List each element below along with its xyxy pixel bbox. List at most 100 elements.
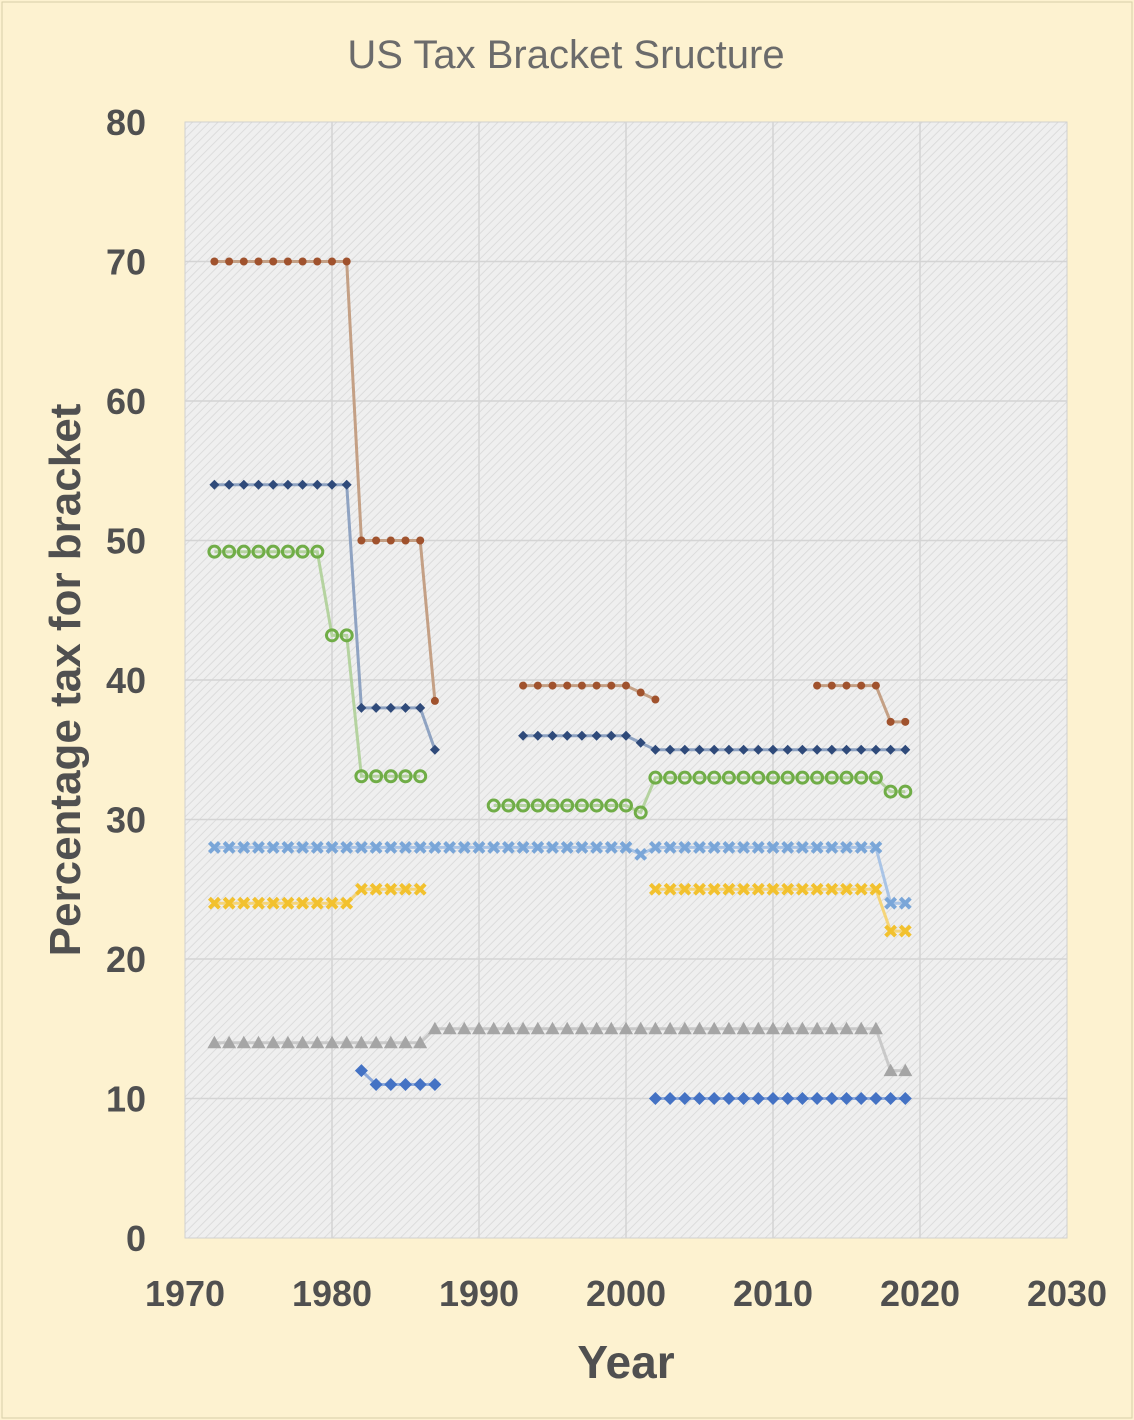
- data-point: [312, 479, 323, 490]
- data-point: [310, 840, 324, 854]
- data-point: [751, 840, 765, 854]
- data-point: [251, 544, 266, 559]
- data-point: [313, 257, 322, 266]
- data-point: [472, 1021, 486, 1035]
- data-point: [560, 798, 575, 813]
- data-point: [310, 544, 325, 559]
- data-point: [354, 1035, 369, 1049]
- data-point: [576, 730, 587, 741]
- data-point: [207, 840, 221, 854]
- data-point: [386, 536, 395, 545]
- data-point: [707, 1092, 721, 1105]
- data-point: [854, 882, 868, 896]
- y-tick-label: 20: [106, 939, 146, 980]
- series-5: [207, 882, 912, 938]
- data-point: [254, 257, 263, 266]
- data-point: [900, 744, 911, 755]
- gridlines: [185, 122, 1067, 1238]
- data-point: [548, 681, 557, 690]
- data-point: [296, 896, 310, 910]
- data-point: [413, 769, 428, 784]
- data-point: [369, 882, 383, 896]
- data-point: [589, 798, 604, 813]
- data-point: [622, 681, 630, 690]
- data-point: [782, 744, 793, 755]
- data-point: [384, 1078, 398, 1092]
- data-point: [592, 681, 601, 690]
- data-point: [369, 840, 383, 854]
- x-tick-label: 1970: [145, 1273, 225, 1314]
- data-point: [295, 1035, 310, 1049]
- data-point: [722, 882, 736, 896]
- data-point: [722, 1092, 736, 1105]
- data-point: [898, 784, 913, 799]
- data-point: [663, 840, 677, 854]
- data-point: [574, 1021, 589, 1035]
- data-point: [398, 769, 413, 784]
- data-point: [677, 770, 692, 785]
- data-point: [781, 1092, 795, 1105]
- data-point: [399, 882, 412, 896]
- data-point: [430, 696, 439, 705]
- data-point: [236, 544, 251, 559]
- data-point: [619, 798, 633, 813]
- data-point: [297, 479, 308, 490]
- data-point: [692, 770, 707, 785]
- data-point: [268, 479, 279, 490]
- data-point: [722, 840, 736, 854]
- y-tick-label: 70: [106, 242, 146, 283]
- data-point: [310, 896, 324, 910]
- data-point: [648, 1021, 663, 1035]
- data-point: [266, 896, 280, 910]
- data-point: [252, 896, 265, 910]
- data-point: [619, 840, 633, 854]
- data-point: [457, 840, 471, 854]
- data-point: [398, 1035, 413, 1049]
- data-point: [253, 479, 264, 490]
- data-point: [606, 730, 617, 741]
- series-7: [354, 1064, 912, 1105]
- data-point: [693, 1092, 706, 1105]
- data-point: [868, 770, 883, 785]
- data-point: [282, 479, 293, 490]
- data-point: [251, 1035, 266, 1049]
- data-point: [356, 702, 367, 713]
- data-point: [780, 1021, 795, 1035]
- data-point: [399, 840, 412, 854]
- x-tick-label: 2030: [1027, 1273, 1107, 1314]
- data-point: [413, 1078, 427, 1092]
- data-point: [563, 681, 572, 690]
- data-point: [663, 770, 678, 785]
- x-tick-label: 2010: [733, 1273, 813, 1314]
- data-point: [840, 840, 853, 854]
- data-point: [813, 681, 822, 690]
- data-point: [737, 882, 751, 896]
- data-point: [519, 681, 528, 690]
- series-2: [209, 479, 911, 755]
- chart-title: US Tax Bracket Sructure: [347, 33, 784, 77]
- data-point: [533, 681, 542, 690]
- y-tick-label: 0: [126, 1218, 146, 1259]
- data-point: [384, 882, 398, 896]
- data-point: [884, 924, 898, 938]
- data-point: [574, 798, 589, 813]
- data-point: [399, 1078, 412, 1092]
- y-tick-label: 80: [106, 102, 146, 143]
- data-point: [222, 544, 237, 559]
- data-point: [766, 840, 780, 854]
- data-point: [457, 1021, 472, 1035]
- data-point: [281, 896, 295, 910]
- x-tick-label: 1980: [292, 1273, 372, 1314]
- data-point: [560, 1021, 575, 1035]
- y-tick-label: 10: [106, 1079, 146, 1120]
- data-point: [636, 688, 645, 697]
- data-point: [607, 681, 616, 690]
- data-point: [413, 882, 427, 896]
- data-point: [825, 882, 839, 896]
- data-point: [634, 847, 648, 861]
- data-point: [369, 1035, 384, 1049]
- data-point: [898, 1092, 912, 1105]
- data-point: [840, 1092, 853, 1105]
- data-point: [736, 770, 751, 785]
- data-point: [589, 1021, 604, 1035]
